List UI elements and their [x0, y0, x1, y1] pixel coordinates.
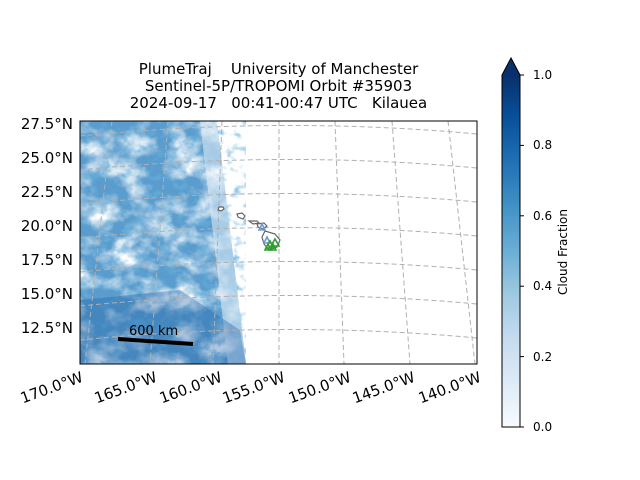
lat-tick-label: 17.5°N — [20, 251, 73, 269]
map-frame — [79, 120, 478, 365]
longitude-gridline — [84, 121, 113, 364]
lat-tick-label: 25.0°N — [20, 149, 73, 167]
colorbar-tick-label: 0.0 — [533, 420, 553, 434]
colorbar-tick-label: 0.6 — [533, 209, 553, 223]
lat-tick-label: 15.0°N — [20, 285, 73, 303]
colorbar — [501, 56, 524, 428]
marker-triangle — [262, 235, 272, 244]
scale-bar — [117, 337, 194, 346]
title-line-3: 2024-09-17 00:41-00:47 UTC Kilauea — [129, 94, 428, 112]
title-line-1: PlumeTraj University of Manchester — [138, 60, 419, 78]
colorbar-label: Cloud Fraction — [556, 209, 570, 295]
colorbar-tick-label: 0.2 — [533, 350, 553, 364]
lat-tick-label: 12.5°N — [20, 319, 73, 337]
latitude-gridline — [80, 124, 477, 137]
lat-tick-label: 22.5°N — [20, 183, 73, 201]
colorbar-tick-label: 1.0 — [533, 68, 553, 82]
scale-bar-label: 600 km — [129, 324, 179, 339]
latitude-gridline — [80, 328, 477, 341]
island-niihau-kauai — [217, 206, 225, 212]
colorbar-tick-label: 0.4 — [533, 279, 553, 293]
graticule — [80, 121, 477, 364]
latitude-gridline — [80, 226, 477, 239]
island-oahu — [236, 212, 246, 220]
marker-triangle — [263, 242, 273, 251]
longitude-gridline — [391, 121, 411, 364]
colorbar-tick-label: 0.8 — [533, 138, 553, 152]
marker-triangle — [257, 222, 267, 231]
island-molokai — [247, 220, 261, 225]
latitude-gridline — [80, 158, 477, 171]
longitude-gridline — [212, 121, 223, 364]
lat-tick-label: 27.5°N — [20, 115, 73, 133]
longitude-gridline — [334, 121, 345, 364]
marker-triangle — [268, 242, 278, 251]
longitude-gridline — [447, 121, 476, 364]
colorbar-extend-arrow — [502, 58, 520, 75]
lat-tick-label: 20.0°N — [20, 217, 73, 235]
latitude-gridline — [80, 260, 477, 273]
longitude-gridline — [149, 121, 169, 364]
title-line-2: Sentinel-5P/TROPOMI Orbit #35903 — [144, 77, 413, 95]
cloud-fraction-swath — [80, 121, 246, 364]
plume-markers — [257, 222, 281, 251]
latitude-gridline — [80, 192, 477, 205]
latitude-gridline — [80, 294, 477, 307]
